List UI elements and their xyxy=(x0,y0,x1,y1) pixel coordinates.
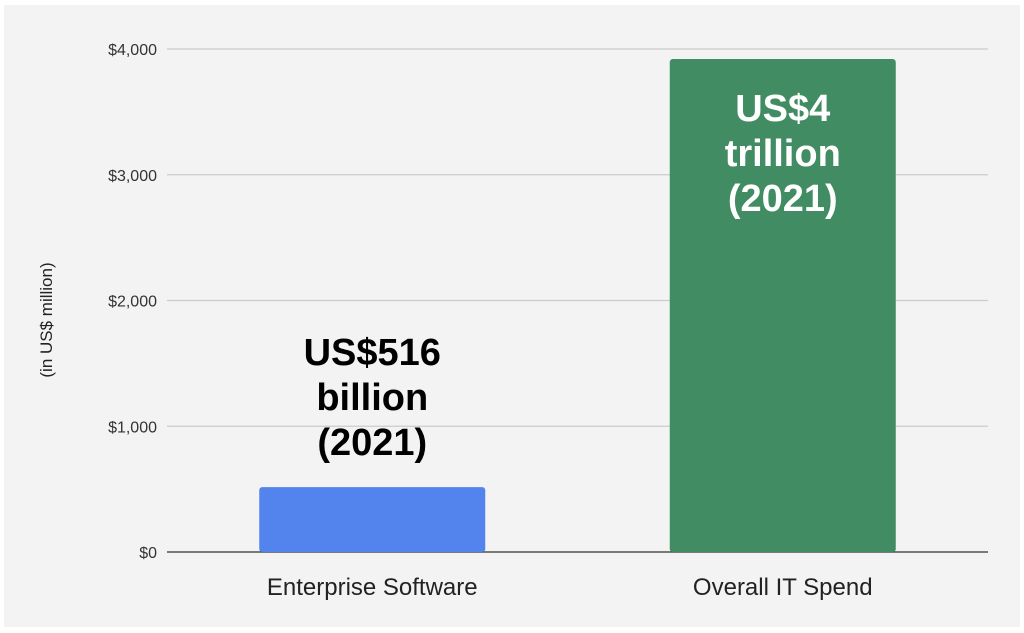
y-tick-label: $3,000 xyxy=(108,168,157,185)
x-tick-label: Overall IT Spend xyxy=(693,574,873,601)
y-tick-label: $2,000 xyxy=(108,294,157,311)
data-label: (2021) xyxy=(317,422,427,464)
data-label: billion xyxy=(316,377,428,419)
y-axis-label: (in US$ million) xyxy=(37,262,56,377)
bar xyxy=(259,487,486,552)
y-tick-label: $4,000 xyxy=(108,42,157,59)
y-tick-label: $0 xyxy=(139,545,157,562)
data-label: (2021) xyxy=(728,178,838,220)
data-label: trillion xyxy=(725,133,841,175)
y-tick-label: $1,000 xyxy=(108,419,157,436)
data-label: US$4 xyxy=(735,88,830,130)
bar xyxy=(669,59,896,553)
data-label: US$516 xyxy=(304,332,441,374)
x-tick-label: Enterprise Software xyxy=(267,574,478,601)
